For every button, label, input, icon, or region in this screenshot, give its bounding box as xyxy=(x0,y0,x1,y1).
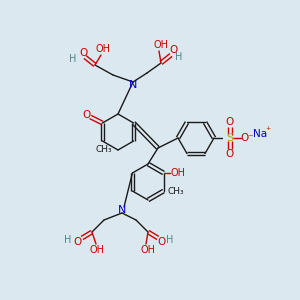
Text: O: O xyxy=(169,45,177,55)
Text: OH: OH xyxy=(170,168,185,178)
Text: O: O xyxy=(226,117,234,127)
Text: O: O xyxy=(74,237,82,247)
Text: O: O xyxy=(226,149,234,159)
Text: N: N xyxy=(129,80,137,90)
Text: ⁺: ⁺ xyxy=(266,126,271,136)
Text: Na: Na xyxy=(253,129,267,139)
Text: H: H xyxy=(175,52,183,62)
Text: CH₃: CH₃ xyxy=(96,146,112,154)
Text: O: O xyxy=(158,237,166,247)
Text: OH: OH xyxy=(140,245,155,255)
Text: CH₃: CH₃ xyxy=(167,187,184,196)
Text: OH: OH xyxy=(95,44,110,54)
Text: S: S xyxy=(226,133,234,143)
Text: H: H xyxy=(69,54,77,64)
Text: O: O xyxy=(82,110,91,120)
Text: O⁻: O⁻ xyxy=(240,133,254,143)
Text: N: N xyxy=(118,205,126,215)
Text: OH: OH xyxy=(154,40,169,50)
Text: O: O xyxy=(79,48,87,58)
Text: H: H xyxy=(64,235,72,245)
Text: H: H xyxy=(166,235,174,245)
Text: OH: OH xyxy=(89,245,104,255)
